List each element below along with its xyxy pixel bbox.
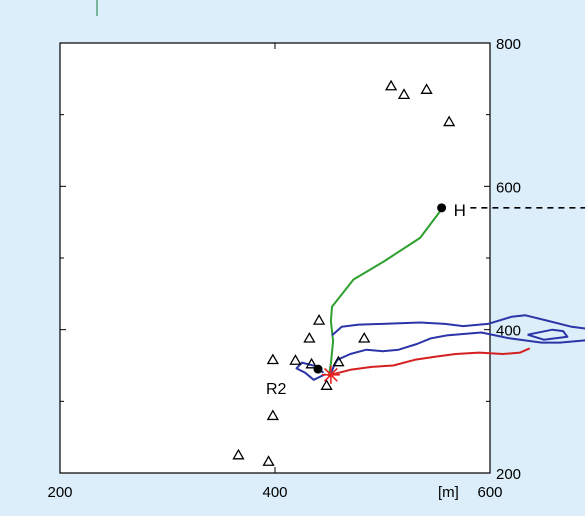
triangle-marker: [320, 379, 333, 390]
series-line-4: [330, 347, 531, 376]
asterisk-stroke: [323, 367, 338, 382]
x-tick-label: 600: [477, 484, 502, 501]
triangle-marker: [232, 448, 245, 460]
triangle-marker: [443, 115, 456, 127]
triangle-marker: [332, 355, 345, 367]
annotations-group: H F R2 [m]: [266, 201, 466, 501]
marks-group: [232, 79, 585, 466]
x-unit-label: [m]: [438, 484, 459, 501]
x-tick-label: 200: [47, 484, 72, 501]
r2-dot: [313, 364, 323, 374]
triangle-marker: [266, 409, 279, 421]
triangle-marker: [305, 357, 318, 369]
triangle-marker: [266, 353, 279, 365]
x-tick-label: 400: [262, 484, 287, 501]
triangle-marker: [384, 79, 398, 91]
y-tick-label: 200: [496, 466, 521, 483]
triangle-marker: [312, 314, 326, 325]
annotation-r2-label: R2: [266, 381, 287, 398]
series-line-1: [329, 314, 585, 375]
annotation-h-label: H: [454, 201, 466, 220]
triangle-marker: [289, 354, 302, 365]
triangle-marker: [397, 88, 411, 99]
plot-area: [59, 42, 491, 474]
triangle-marker: [262, 455, 275, 466]
y-tick-label: 400: [496, 323, 521, 340]
series-line-0: [327, 205, 445, 377]
hotspot-dot: [437, 203, 447, 213]
start-asterisk-marker: [321, 365, 340, 384]
y-tick-label: 800: [496, 36, 521, 53]
series-line-3: [527, 328, 569, 341]
y-tick-label: 600: [496, 179, 521, 196]
triangle-marker: [303, 331, 316, 343]
triangle-marker: [420, 83, 433, 94]
triangle-marker: [358, 331, 371, 343]
